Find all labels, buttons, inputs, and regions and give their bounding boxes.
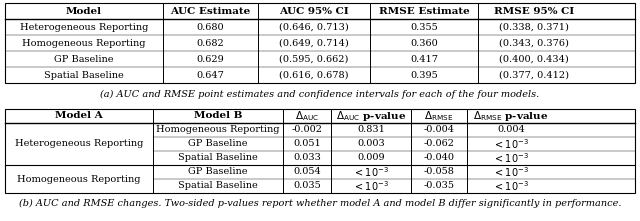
Text: -0.004: -0.004 <box>424 126 454 135</box>
Text: RMSE Estimate: RMSE Estimate <box>379 6 469 15</box>
Text: $< 10^{-3}$: $< 10^{-3}$ <box>493 151 529 165</box>
Text: (0.649, 0.714): (0.649, 0.714) <box>279 38 349 48</box>
Text: 0.355: 0.355 <box>410 23 438 32</box>
Text: Model: Model <box>66 6 102 15</box>
Text: $\Delta_{\mathrm{AUC}}$ p-value: $\Delta_{\mathrm{AUC}}$ p-value <box>336 109 406 123</box>
Text: (0.646, 0.713): (0.646, 0.713) <box>279 23 349 32</box>
Text: Homogeneous Reporting: Homogeneous Reporting <box>22 38 146 48</box>
Text: 0.395: 0.395 <box>410 70 438 80</box>
Text: GP Baseline: GP Baseline <box>188 168 248 177</box>
Bar <box>5 3 635 83</box>
Text: AUC 95% CI: AUC 95% CI <box>279 6 349 15</box>
Text: (0.616, 0.678): (0.616, 0.678) <box>279 70 349 80</box>
Text: 0.009: 0.009 <box>357 154 385 162</box>
Text: $< 10^{-3}$: $< 10^{-3}$ <box>353 179 389 193</box>
Text: Spatial Baseline: Spatial Baseline <box>178 181 258 191</box>
Text: Heterogeneous Reporting: Heterogeneous Reporting <box>15 139 143 149</box>
Text: RMSE 95% CI: RMSE 95% CI <box>494 6 574 15</box>
Text: $< 10^{-3}$: $< 10^{-3}$ <box>493 137 529 151</box>
Text: 0.360: 0.360 <box>410 38 438 48</box>
Text: GP Baseline: GP Baseline <box>54 55 114 63</box>
Text: 0.033: 0.033 <box>293 154 321 162</box>
Text: Homogeneous Reporting: Homogeneous Reporting <box>156 126 280 135</box>
Text: (b) AUC and RMSE changes. Two-sided p-values report whether model A and model B : (b) AUC and RMSE changes. Two-sided p-va… <box>19 198 621 208</box>
Text: Model B: Model B <box>194 112 243 120</box>
Text: Model A: Model A <box>55 112 103 120</box>
Text: 0.682: 0.682 <box>196 38 225 48</box>
Text: (0.377, 0.412): (0.377, 0.412) <box>499 70 569 80</box>
Text: 0.004: 0.004 <box>497 126 525 135</box>
Text: 0.035: 0.035 <box>293 181 321 191</box>
Text: (0.338, 0.371): (0.338, 0.371) <box>499 23 569 32</box>
Text: (a) AUC and RMSE point estimates and confidence intervals for each of the four m: (a) AUC and RMSE point estimates and con… <box>100 90 540 99</box>
Text: 0.831: 0.831 <box>357 126 385 135</box>
Text: Spatial Baseline: Spatial Baseline <box>178 154 258 162</box>
Text: -0.035: -0.035 <box>424 181 454 191</box>
Text: (0.595, 0.662): (0.595, 0.662) <box>279 55 349 63</box>
Text: -0.040: -0.040 <box>424 154 454 162</box>
Text: 0.054: 0.054 <box>293 168 321 177</box>
Text: $< 10^{-3}$: $< 10^{-3}$ <box>353 165 389 179</box>
Text: $< 10^{-3}$: $< 10^{-3}$ <box>493 165 529 179</box>
Text: 0.680: 0.680 <box>196 23 224 32</box>
Text: $\Delta_{\mathrm{RMSE}}$: $\Delta_{\mathrm{RMSE}}$ <box>424 109 454 123</box>
Text: AUC Estimate: AUC Estimate <box>170 6 251 15</box>
Text: 0.417: 0.417 <box>410 55 438 63</box>
Text: $\Delta_{\mathrm{RMSE}}$ p-value: $\Delta_{\mathrm{RMSE}}$ p-value <box>473 109 548 123</box>
Text: $< 10^{-3}$: $< 10^{-3}$ <box>493 179 529 193</box>
Text: (0.400, 0.434): (0.400, 0.434) <box>499 55 569 63</box>
Text: -0.062: -0.062 <box>424 139 454 149</box>
Text: GP Baseline: GP Baseline <box>188 139 248 149</box>
Text: 0.647: 0.647 <box>196 70 225 80</box>
Text: -0.002: -0.002 <box>291 126 323 135</box>
Text: (0.343, 0.376): (0.343, 0.376) <box>499 38 569 48</box>
Bar <box>5 109 635 193</box>
Text: -0.058: -0.058 <box>424 168 454 177</box>
Text: $\Delta_{\mathrm{AUC}}$: $\Delta_{\mathrm{AUC}}$ <box>295 109 319 123</box>
Text: Homogeneous Reporting: Homogeneous Reporting <box>17 175 141 183</box>
Text: Spatial Baseline: Spatial Baseline <box>44 70 124 80</box>
Text: 0.003: 0.003 <box>357 139 385 149</box>
Text: 0.629: 0.629 <box>196 55 225 63</box>
Text: 0.051: 0.051 <box>293 139 321 149</box>
Text: Heterogeneous Reporting: Heterogeneous Reporting <box>20 23 148 32</box>
